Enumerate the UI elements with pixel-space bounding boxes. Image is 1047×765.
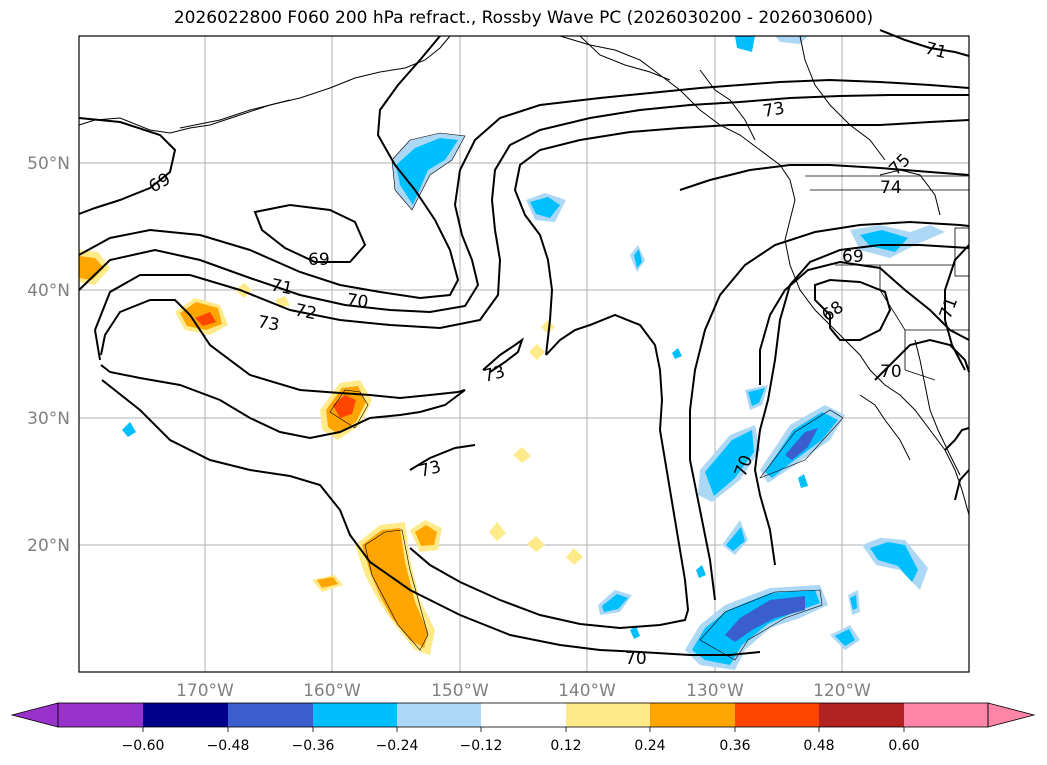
colorbar-segment: [397, 703, 481, 727]
chart-title: 2026022800 F060 200 hPa refract., Rossby…: [173, 8, 874, 28]
lon-label-160w: 160°W: [303, 681, 361, 701]
refractivity-contours: [78, 29, 970, 656]
colorbar-segment: [143, 703, 228, 727]
colorbar-tick-label: −0.48: [207, 738, 250, 754]
contour-label: 70: [880, 362, 902, 382]
contour-label: 74: [880, 178, 902, 198]
coastlines: [78, 35, 970, 516]
colorbar-tick-label: 0.12: [550, 738, 581, 754]
lat-label-50n: 50°N: [27, 154, 70, 174]
colorbar-tick-label: −0.36: [292, 738, 335, 754]
map-area: [79, 36, 969, 672]
colorbar-tick-label: −0.60: [122, 738, 165, 754]
colorbar-tick-label: 0.36: [719, 738, 750, 754]
positive-anomaly-shading: [79, 250, 583, 655]
lat-label-30n: 30°N: [27, 409, 70, 429]
map-frame: [78, 35, 970, 673]
colorbar-segment: [819, 703, 904, 727]
colorbar-segment: [566, 703, 650, 727]
contour-label: 73: [761, 98, 786, 121]
colorbar-segment: [228, 703, 313, 727]
colorbar-segment: [481, 703, 566, 727]
colorbar-tick-label: −0.24: [376, 738, 419, 754]
colorbar-extend-high: [987, 702, 1036, 728]
colorbar-segment: [735, 703, 819, 727]
colorbar: −0.60 −0.48 −0.36 −0.24 −0.12 0.12 0.24 …: [10, 702, 1036, 754]
colorbar-tick-label: 0.48: [803, 738, 834, 754]
lat-label-40n: 40°N: [27, 281, 70, 301]
contour-label: 72: [293, 300, 318, 324]
contour-label: 70: [625, 649, 647, 669]
colorbar-extend-low: [10, 702, 59, 728]
lon-label-170w: 170°W: [176, 681, 234, 701]
contour-labels: 69 69 71 70 72 73 73 73 73 71 74 75 69 6…: [146, 39, 963, 669]
colorbar-tick-label: −0.12: [460, 738, 503, 754]
negative-anomaly-shading: [122, 36, 945, 670]
latitude-labels: 50°N 40°N 30°N 20°N: [27, 154, 70, 556]
colorbar-tick-label: 0.24: [634, 738, 665, 754]
lon-label-150w: 150°W: [431, 681, 489, 701]
contour-label: 69: [308, 250, 330, 270]
longitude-labels: 170°W 160°W 150°W 140°W 130°W 120°W: [176, 681, 871, 701]
political-borders: [805, 175, 970, 381]
colorbar-outline: [57, 702, 989, 728]
contour-label: 73: [256, 312, 281, 335]
colorbar-segment: [58, 703, 143, 727]
contour-label: 69: [842, 247, 864, 267]
contour-label: 70: [345, 290, 369, 313]
colorbar-tick-label: 0.60: [888, 738, 919, 754]
lon-label-120w: 120°W: [813, 681, 871, 701]
lon-label-140w: 140°W: [558, 681, 616, 701]
colorbar-segment: [313, 703, 397, 727]
lon-label-130w: 130°W: [686, 681, 744, 701]
colorbar-segment: [650, 703, 735, 727]
lat-label-20n: 20°N: [27, 536, 70, 556]
contour-label: 71: [269, 275, 294, 299]
colorbar-segment: [904, 703, 988, 727]
